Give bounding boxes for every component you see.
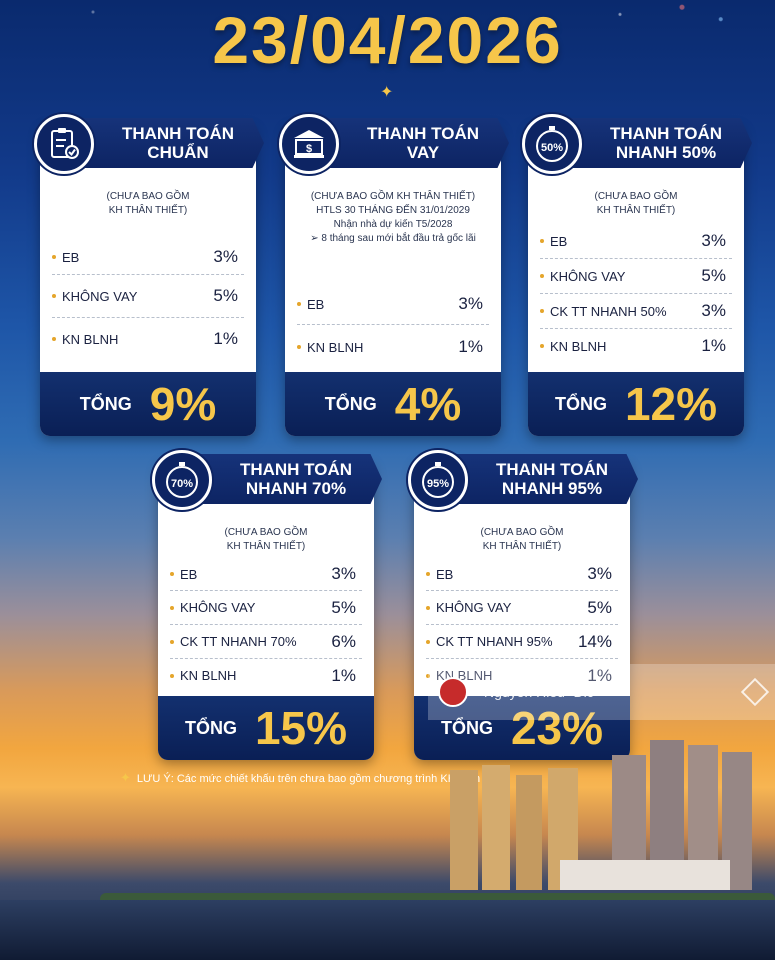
card-header: THANH TOÁN CHUẨN — [34, 114, 264, 174]
row-kn-blnh: KN BLNH 1% — [40, 318, 256, 360]
total-bar: TỔNG 4% — [285, 372, 501, 436]
total-value: 9% — [149, 378, 217, 430]
card-heading: THANH TOÁN NHANH 70% — [190, 454, 382, 504]
row-kn-blnh: KN BLNH 1% — [285, 325, 501, 369]
card-note: (CHƯA BAO GỒM KH THÂN THIẾT) — [106, 191, 190, 216]
card-heading: THANH TOÁN VAY — [317, 118, 509, 168]
stopwatch-icon: 95% — [408, 450, 468, 510]
layers-icon — [740, 677, 770, 707]
total-value: 23% — [510, 702, 604, 754]
card-note: (CHƯA BAO GỒM KH THÂN THIẾT) HTLS 30 THÁ… — [310, 191, 476, 244]
card-note: (CHƯA BAO GỒM KH THÂN THIẾT) — [594, 191, 678, 216]
card-heading: THANH TOÁN NHANH 50% — [560, 118, 752, 168]
card-header: THANH TOÁN NHANH 95% 95% — [408, 450, 638, 510]
fireworks-decoration — [0, 0, 775, 120]
stopwatch-icon: 50% — [522, 114, 582, 174]
page-title: 23/04/2026 — [212, 3, 563, 77]
row-ck-tt-nhanh: CK TT NHANH 50% 3% — [528, 294, 744, 328]
watermark-name: Nguyễn Hiếu- Dic — [484, 684, 594, 700]
watermark-overlay: Nguyễn Hiếu- Dic — [428, 664, 775, 720]
row-ck-tt-nhanh: CK TT NHANH 95% 14% — [414, 625, 630, 658]
divider — [297, 324, 489, 325]
total-value: 12% — [624, 378, 718, 430]
bank-icon: $ — [279, 114, 339, 174]
card-heading: THANH TOÁN NHANH 95% — [446, 454, 638, 504]
divider — [426, 590, 618, 591]
total-value: 4% — [394, 378, 462, 430]
row-kn-blnh: KN BLNH 1% — [528, 329, 744, 363]
card-header: THANH TOÁN NHANH 50% 50% — [522, 114, 752, 174]
row-kn-blnh: KN BLNH 1% — [158, 659, 374, 692]
city-skyline-illustration — [450, 740, 752, 890]
card-note: (CHƯA BAO GỒM KH THÂN THIẾT) — [480, 527, 564, 552]
row-ck-tt-nhanh: CK TT NHANH 70% 6% — [158, 625, 374, 658]
row-khong-vay: KHÔNG VAY 5% — [40, 275, 256, 317]
divider — [426, 624, 618, 625]
avatar — [438, 677, 468, 707]
row-khong-vay: KHÔNG VAY 5% — [528, 259, 744, 293]
card-header: THANH TOÁN VAY $ — [279, 114, 509, 174]
card-fast-50-payment: THANH TOÁN NHANH 50% 50% (CHƯA BAO GỒM KH… — [522, 114, 752, 436]
card-heading: THANH TOÁN CHUẨN — [72, 118, 264, 168]
divider — [540, 258, 732, 259]
divider — [52, 274, 244, 275]
row-khong-vay: KHÔNG VAY 5% — [414, 591, 630, 624]
stopwatch-icon: 70% — [152, 450, 212, 510]
footnote: ✦ LƯU Ý: Các mức chiết khấu trên chưa bao… — [120, 770, 508, 785]
divider — [540, 293, 732, 294]
checklist-icon — [34, 114, 94, 174]
total-bar: TỔNG 9% — [40, 372, 256, 436]
row-khong-vay: KHÔNG VAY 5% — [158, 591, 374, 624]
diamond-icon: ✦ — [380, 84, 394, 101]
divider — [540, 328, 732, 329]
card-fast-70-payment: THANH TOÁN NHANH 70% 70% (CHƯA BAO GỒM KH… — [152, 450, 382, 760]
svg-text:50%: 50% — [541, 142, 563, 154]
divider — [426, 658, 618, 659]
row-eb: EB 3% — [285, 284, 501, 324]
svg-text:$: $ — [306, 143, 312, 155]
row-eb: EB 3% — [158, 558, 374, 590]
row-eb: EB 3% — [40, 240, 256, 274]
divider — [52, 317, 244, 318]
divider — [170, 590, 362, 591]
total-value: 15% — [254, 702, 348, 754]
row-eb: EB 3% — [414, 558, 630, 590]
card-loan-payment: THANH TOÁN VAY $ (CHƯA BAO GỒM KH THÂN T… — [279, 114, 509, 436]
card-note: (CHƯA BAO GỒM KH THÂN THIẾT) — [224, 527, 308, 552]
sea — [0, 900, 775, 960]
svg-text:70%: 70% — [171, 478, 193, 490]
card-header: THANH TOÁN NHANH 70% 70% — [152, 450, 382, 510]
card-standard-payment: THANH TOÁN CHUẨN (CHƯA BAO GỒM KH THÂN TH… — [34, 114, 264, 436]
divider — [170, 658, 362, 659]
row-eb: EB 3% — [528, 224, 744, 258]
sparkle-icon: ✦ — [120, 770, 131, 785]
card-fast-95-payment: THANH TOÁN NHANH 95% 95% (CHƯA BAO GỒM KH… — [408, 450, 638, 760]
svg-text:95%: 95% — [427, 478, 449, 490]
divider — [170, 624, 362, 625]
total-bar: TỔNG 15% — [158, 696, 374, 760]
total-bar: TỔNG 12% — [528, 372, 744, 436]
